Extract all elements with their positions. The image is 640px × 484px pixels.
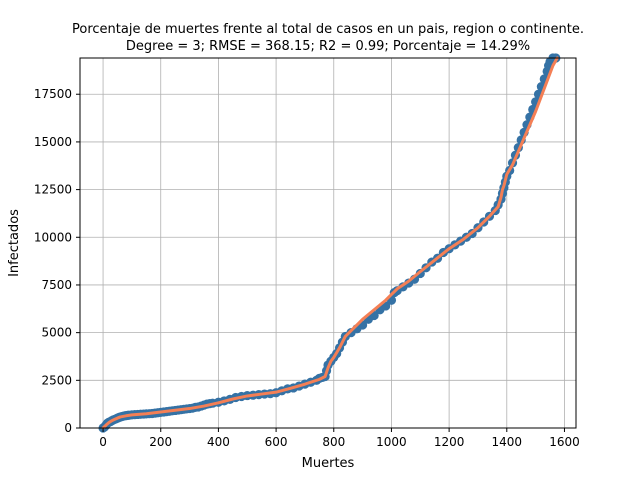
y-axis-label: Infectados	[7, 209, 22, 277]
axes-frame	[79, 57, 577, 429]
x-axis-label: Muertes	[302, 456, 355, 471]
y-tick-label: 10000	[34, 230, 72, 244]
fit-line	[101, 56, 559, 430]
y-tick-label: 17500	[34, 87, 72, 101]
grid-lines	[80, 58, 576, 429]
y-tick-label: 5000	[41, 326, 72, 340]
y-tick-label: 7500	[41, 278, 72, 292]
y-tick-label: 15000	[34, 135, 72, 149]
x-tick-label: 1000	[376, 435, 407, 449]
x-tick-label: 200	[149, 435, 172, 449]
x-tick-label: 1400	[492, 435, 523, 449]
chart-title: Porcentaje de muertes frente al total de…	[72, 22, 584, 37]
chart-subtitle: Degree = 3; RMSE = 368.15; R2 = 0.99; Po…	[126, 39, 530, 54]
fit-line-layer	[101, 56, 559, 430]
scatter-points	[98, 53, 561, 433]
x-tick-label: 1600	[549, 435, 580, 449]
x-tick-label: 600	[265, 435, 288, 449]
x-tick-label: 0	[99, 435, 107, 449]
y-tick-label: 12500	[34, 183, 72, 197]
x-tick-label: 1200	[434, 435, 465, 449]
x-ticks: 0 200 400 600 800 1000 1200 1400 1600	[99, 428, 580, 449]
x-tick-label: 400	[207, 435, 230, 449]
x-tick-label: 800	[322, 435, 345, 449]
y-tick-label: 2500	[41, 373, 72, 387]
y-ticks: 0 2500 5000 7500 10000 12500 15000 17500	[34, 87, 80, 435]
y-tick-label: 0	[64, 421, 72, 435]
